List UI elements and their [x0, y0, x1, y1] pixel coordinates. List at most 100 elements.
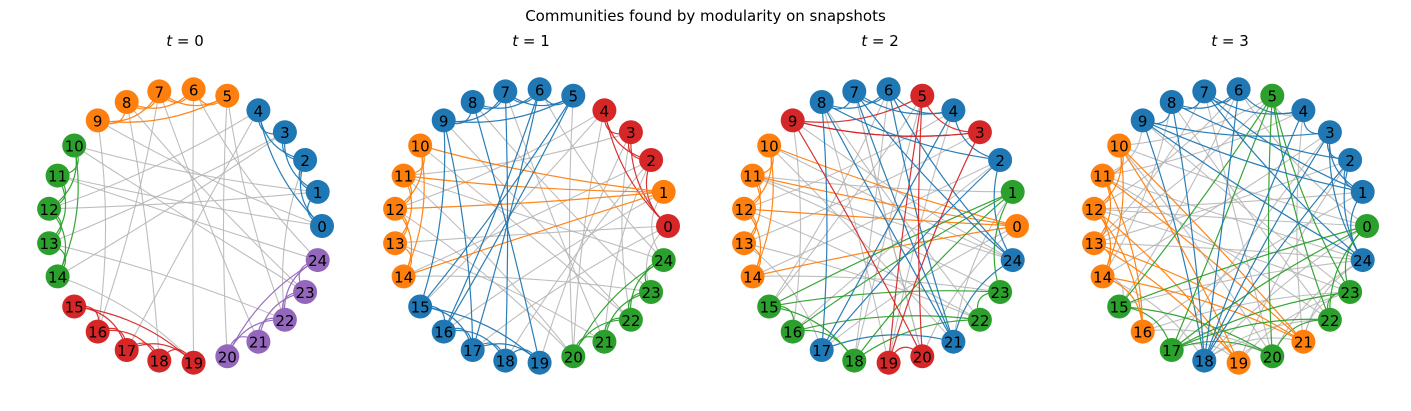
edge-5-19: [888, 95, 923, 363]
edge-5-20: [568, 95, 574, 357]
edge-8-23: [472, 101, 652, 293]
edge-1-10: [420, 144, 664, 193]
node-label: 3: [1325, 124, 1335, 142]
edge-11-24: [57, 175, 318, 261]
edge-22-16: [792, 315, 980, 333]
node-label: 15: [760, 299, 779, 317]
node-19: 19: [1226, 350, 1251, 375]
node-label: 16: [88, 324, 107, 342]
edge-6-16: [443, 89, 541, 332]
node-24: 24: [1000, 248, 1025, 273]
node-3: 3: [618, 120, 643, 145]
node-11: 11: [1090, 163, 1115, 188]
edge-23-15: [769, 290, 1001, 308]
edge-15-6: [1118, 89, 1240, 307]
node-circle: [1005, 214, 1029, 238]
node-0: 0: [310, 214, 334, 238]
node-circle: [561, 344, 586, 369]
node-label: 13: [386, 235, 405, 253]
edge-14-21: [1102, 275, 1304, 343]
node-14: 14: [740, 264, 765, 289]
panel-title: t = 1: [512, 32, 550, 50]
node-circle: [1082, 231, 1107, 256]
node-21: 21: [592, 329, 617, 354]
edge-2-8: [821, 101, 1001, 161]
edge-10-20: [1118, 145, 1273, 357]
edge-10-22: [419, 145, 632, 321]
node-label: 21: [944, 334, 963, 352]
panel-title: t = 0: [166, 32, 204, 50]
node-2: 2: [988, 148, 1013, 172]
edge-15-19: [420, 305, 541, 364]
edge-9-22: [443, 120, 632, 321]
edge-11-16: [1102, 175, 1144, 332]
edge-0-6: [1238, 89, 1368, 227]
edge-18-22: [853, 319, 980, 362]
node-circle: [527, 77, 552, 102]
node-circle: [941, 329, 966, 354]
edge-0-4: [603, 110, 669, 227]
node-circle: [876, 77, 901, 102]
edge-24-7: [853, 91, 1014, 261]
node-label: 17: [117, 342, 136, 360]
edge-5-22: [226, 95, 286, 320]
edge-16-9: [792, 120, 802, 332]
edge-1-11: [403, 175, 664, 193]
edge-1-11: [752, 175, 1013, 193]
node-label: 22: [970, 312, 989, 330]
edge-5-9: [443, 95, 574, 123]
edge-3-9: [1142, 119, 1330, 137]
node-circle: [910, 83, 935, 108]
node-circle: [1226, 77, 1251, 102]
edge-23-19: [1238, 291, 1351, 364]
edge-17-22: [1171, 318, 1330, 351]
node-label: 23: [1341, 284, 1360, 302]
node-circle: [181, 77, 206, 102]
figure-title: Communities found by modularity on snaps…: [525, 7, 886, 25]
node-circle: [651, 248, 676, 273]
edge-1-10: [74, 144, 318, 193]
edge-19-2: [1238, 159, 1351, 363]
node-19: 19: [181, 350, 206, 375]
node-circle: [293, 148, 318, 172]
node-18: 18: [493, 348, 518, 373]
node-1: 1: [1000, 179, 1025, 204]
node-label: 12: [735, 201, 754, 219]
node-8: 8: [460, 90, 485, 114]
node-circle: [85, 319, 110, 344]
edge-2-14: [403, 159, 652, 277]
node-label: 2: [995, 152, 1005, 170]
node-label: 19: [184, 355, 203, 373]
node-15: 15: [757, 294, 782, 319]
edge-4-12: [394, 109, 605, 210]
node-circle: [780, 108, 805, 133]
node-14: 14: [391, 264, 416, 289]
node-label: 19: [1229, 355, 1248, 373]
node-label: 1: [659, 184, 669, 202]
edge-20-24: [1271, 259, 1363, 357]
edge-13-19: [1093, 242, 1240, 364]
node-circle: [431, 108, 456, 133]
edge-23-9: [1142, 119, 1351, 293]
node-circle: [215, 83, 240, 108]
edge-6-24: [888, 89, 1014, 261]
edge-3-14: [1102, 131, 1331, 277]
edge-2-8: [1171, 101, 1351, 161]
edge-2-21: [603, 159, 652, 342]
edge-12-4: [48, 109, 259, 210]
node-12: 12: [1082, 196, 1107, 221]
node-3: 3: [967, 120, 992, 145]
node-label: 8: [122, 94, 132, 112]
edge-0-20: [921, 225, 1018, 357]
node-label: 6: [189, 81, 199, 99]
node-13: 13: [732, 231, 757, 256]
edge-15-24: [1119, 259, 1363, 308]
edge-3-22: [621, 132, 632, 320]
node-label: 9: [788, 112, 798, 130]
node-circle: [1130, 319, 1155, 344]
node-circle: [809, 338, 834, 362]
node-label: 23: [991, 284, 1010, 302]
node-circle: [910, 344, 935, 369]
node-circle: [1107, 294, 1132, 319]
